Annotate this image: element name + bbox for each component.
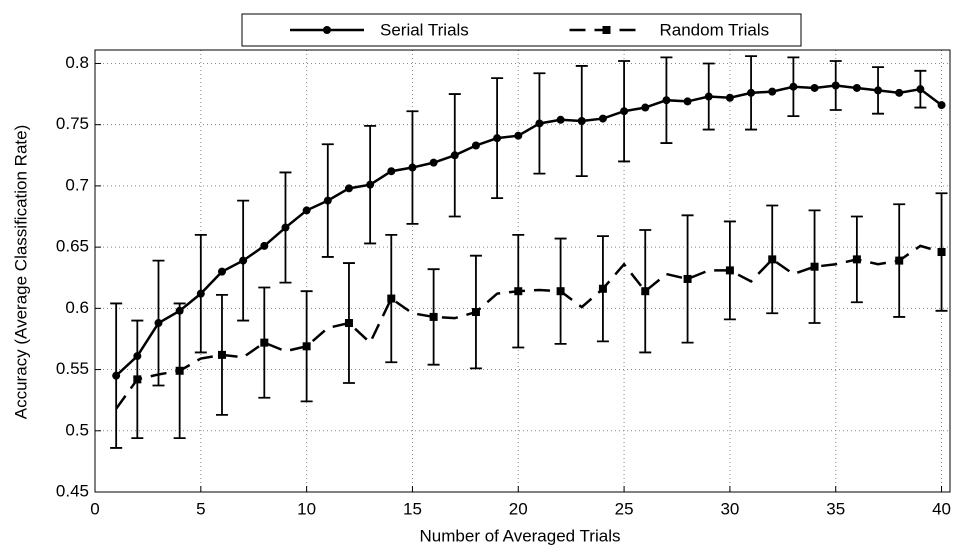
marker [683, 274, 692, 283]
marker [831, 81, 840, 90]
marker [387, 167, 396, 176]
x-tick-label: 30 [720, 499, 739, 518]
plot-border [94, 49, 951, 493]
marker [641, 103, 650, 112]
legend-label: Serial Trials [380, 20, 469, 39]
marker [535, 119, 544, 128]
legend-label: Random Trials [660, 20, 770, 39]
y-tick-label: 0.45 [56, 481, 89, 500]
marker [810, 83, 819, 92]
marker [302, 206, 311, 215]
marker [493, 134, 502, 143]
marker [577, 117, 586, 126]
y-axis-label: Accuracy (Average Classification Rate) [11, 125, 30, 419]
y-tick-label: 0.7 [65, 175, 89, 194]
marker [556, 115, 565, 124]
marker [154, 319, 163, 328]
marker [239, 256, 248, 265]
marker [747, 88, 756, 97]
marker [874, 86, 883, 95]
marker [344, 184, 353, 193]
marker [281, 223, 290, 232]
marker [810, 262, 819, 271]
legend-marker [323, 26, 331, 34]
x-tick-label: 20 [509, 499, 528, 518]
series-line [115, 244, 942, 410]
marker [471, 141, 480, 150]
marker [514, 131, 523, 140]
marker [344, 319, 353, 328]
marker [852, 255, 861, 264]
y-tick-label: 0.5 [65, 420, 89, 439]
x-tick-label: 35 [826, 499, 845, 518]
marker [895, 88, 904, 97]
marker [387, 294, 396, 303]
marker [895, 256, 904, 265]
y-tick-label: 0.65 [56, 237, 89, 256]
marker [408, 163, 417, 172]
y-tick-label: 0.55 [56, 359, 89, 378]
marker [768, 255, 777, 264]
x-tick-label: 10 [297, 499, 316, 518]
marker [196, 289, 205, 298]
marker [260, 338, 269, 347]
marker [217, 350, 226, 359]
x-tick-label: 5 [196, 499, 205, 518]
plot-area [95, 50, 950, 492]
marker [556, 287, 565, 296]
marker [598, 284, 607, 293]
marker [323, 196, 332, 205]
y-tick-label: 0.6 [65, 298, 89, 317]
marker [683, 97, 692, 106]
x-tick-label: 15 [403, 499, 422, 518]
marker [260, 241, 269, 250]
series-line [115, 84, 943, 377]
marker [768, 87, 777, 96]
marker [916, 85, 925, 94]
marker [725, 93, 734, 102]
marker [175, 366, 184, 375]
x-axis-label: Number of Averaged Trials [420, 526, 621, 545]
legend [241, 13, 802, 47]
marker [112, 371, 121, 380]
marker [662, 96, 671, 105]
marker [937, 248, 946, 257]
y-tick-label: 0.75 [56, 114, 89, 133]
x-tick-label: 25 [615, 499, 634, 518]
marker [937, 101, 946, 110]
marker [789, 82, 798, 91]
x-tick-label: 40 [932, 499, 951, 518]
marker [852, 83, 861, 92]
marker [429, 158, 438, 167]
marker [366, 180, 375, 189]
legend-marker [602, 26, 611, 34]
marker [620, 107, 629, 116]
marker [450, 151, 459, 160]
marker [471, 308, 480, 317]
marker [725, 266, 734, 275]
marker [302, 342, 311, 351]
marker [704, 92, 713, 101]
x-tick-label: 0 [90, 499, 99, 518]
y-tick-label: 0.8 [65, 53, 89, 72]
marker [429, 312, 438, 321]
marker [598, 114, 607, 123]
marker [641, 287, 650, 296]
marker [133, 375, 142, 384]
marker [514, 287, 523, 296]
marker [217, 267, 226, 276]
